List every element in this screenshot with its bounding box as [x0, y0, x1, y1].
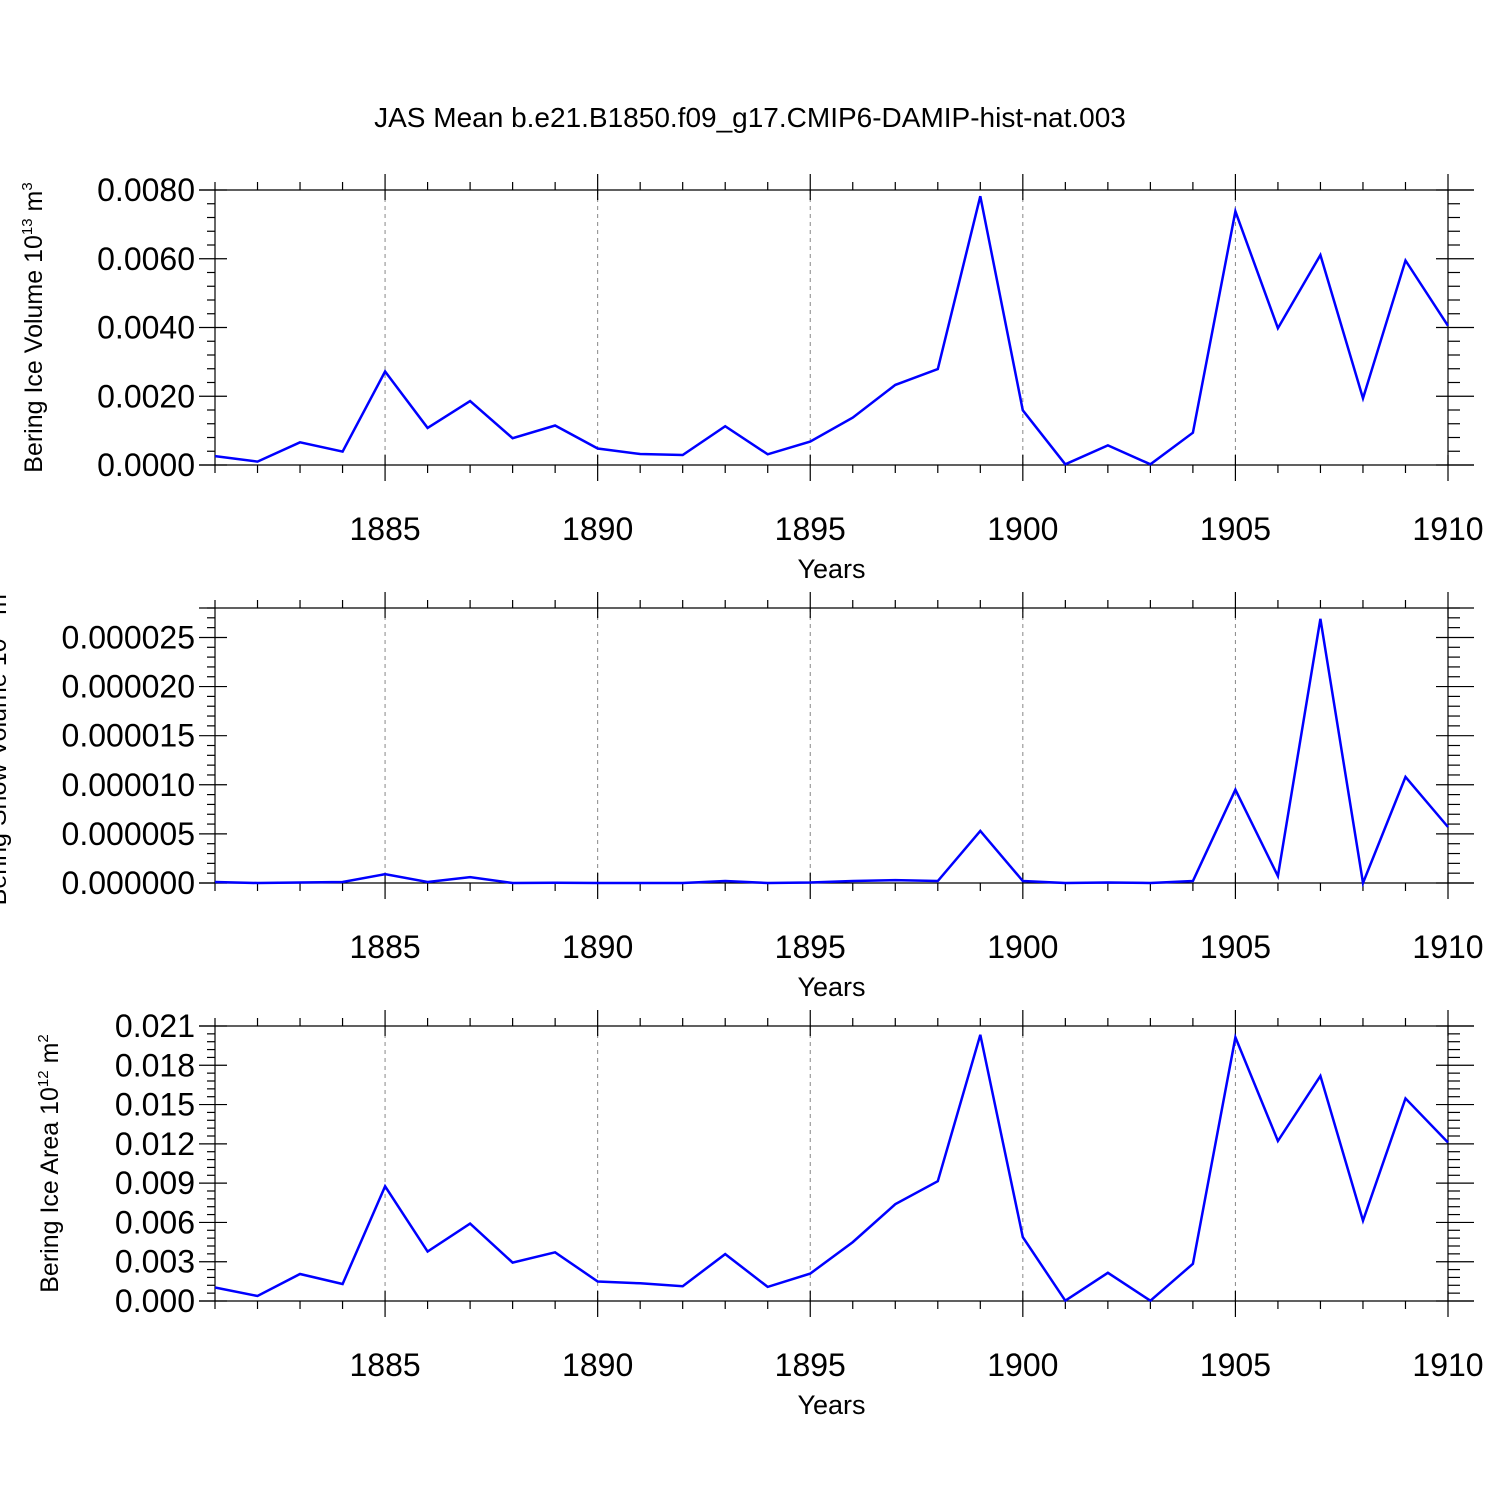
x-tick-label: 1895	[775, 929, 846, 965]
y-tick-label: 0.000010	[62, 767, 195, 803]
x-tick-label: 1905	[1200, 1347, 1271, 1383]
y-tick-label: 0.0040	[97, 310, 195, 346]
x-tick-label: 1910	[1412, 929, 1483, 965]
y-tick-label: 0.000015	[62, 718, 195, 754]
y-tick-label: 0.000005	[62, 816, 195, 852]
x-tick-label: 1885	[349, 511, 420, 547]
x-tick-label: 1895	[775, 511, 846, 547]
x-tick-label: 1910	[1412, 511, 1483, 547]
x-axis-label: Years	[797, 972, 865, 1002]
x-tick-label: 1905	[1200, 511, 1271, 547]
y-tick-label: 0.0080	[97, 172, 195, 208]
chart-title: JAS Mean b.e21.B1850.f09_g17.CMIP6-DAMIP…	[374, 102, 1126, 133]
y-tick-label: 0.000020	[62, 669, 195, 705]
series-line-snow-volume	[214, 618, 1449, 888]
x-tick-label: 1900	[987, 929, 1058, 965]
panel-ice-area: 1885 1890 1895 1900 1905 19100.0000.0030.0060…	[35, 1008, 1484, 1420]
x-tick-label: 1910	[1412, 1347, 1483, 1383]
y-tick-label: 0.021	[115, 1008, 195, 1044]
y-tick-label: 0.000000	[62, 865, 195, 901]
y-tick-label: 0.003	[115, 1244, 195, 1280]
y-tick-label: 0.0020	[97, 378, 195, 414]
y-axis-label: Bering Snow Volume 1013 m3	[0, 586, 12, 906]
panel-snow-volume: 1885 1890 1895 1900 1905 1910 0.000000 0.000005…	[0, 586, 1484, 1002]
x-tick-label: 1900	[987, 511, 1058, 547]
x-tick-label: 1890	[562, 1347, 633, 1383]
x-tick-label: 1905	[1200, 929, 1271, 965]
y-tick-label: 0.000	[115, 1283, 195, 1319]
y-axis-label: Bering Ice Area 1012 m2	[35, 1034, 64, 1293]
x-tick-label: 1885	[349, 1347, 420, 1383]
x-tick-label: 1890	[562, 511, 633, 547]
x-tick-label: 1890	[562, 929, 633, 965]
x-tick-label: 1900	[987, 1347, 1058, 1383]
y-tick-label: 0.018	[115, 1047, 195, 1083]
y-tick-label: 0.009	[115, 1165, 195, 1201]
x-tick-label: 1885	[349, 929, 420, 965]
panel-ice-volume: 1885 1890 1895 1900 1905 1910 0.0000 0.0020 0.00…	[19, 172, 1484, 584]
x-axis-label: Years	[797, 1390, 865, 1420]
y-tick-label: 0.0060	[97, 241, 195, 277]
y-tick-label: 0.012	[115, 1126, 195, 1162]
x-axis-label: Years	[797, 554, 865, 584]
y-tick-label: 0.015	[115, 1087, 195, 1123]
series-line-ice-volume	[214, 195, 1450, 466]
x-tick-label: 1895	[775, 1347, 846, 1383]
y-tick-label: 0.0000	[97, 447, 195, 483]
y-tick-label: 0.000025	[62, 619, 195, 655]
y-axis-label: Bering Ice Volume 1013 m3	[19, 182, 48, 472]
series-line-ice-area	[214, 1032, 1449, 1303]
y-tick-label: 0.006	[115, 1204, 195, 1240]
